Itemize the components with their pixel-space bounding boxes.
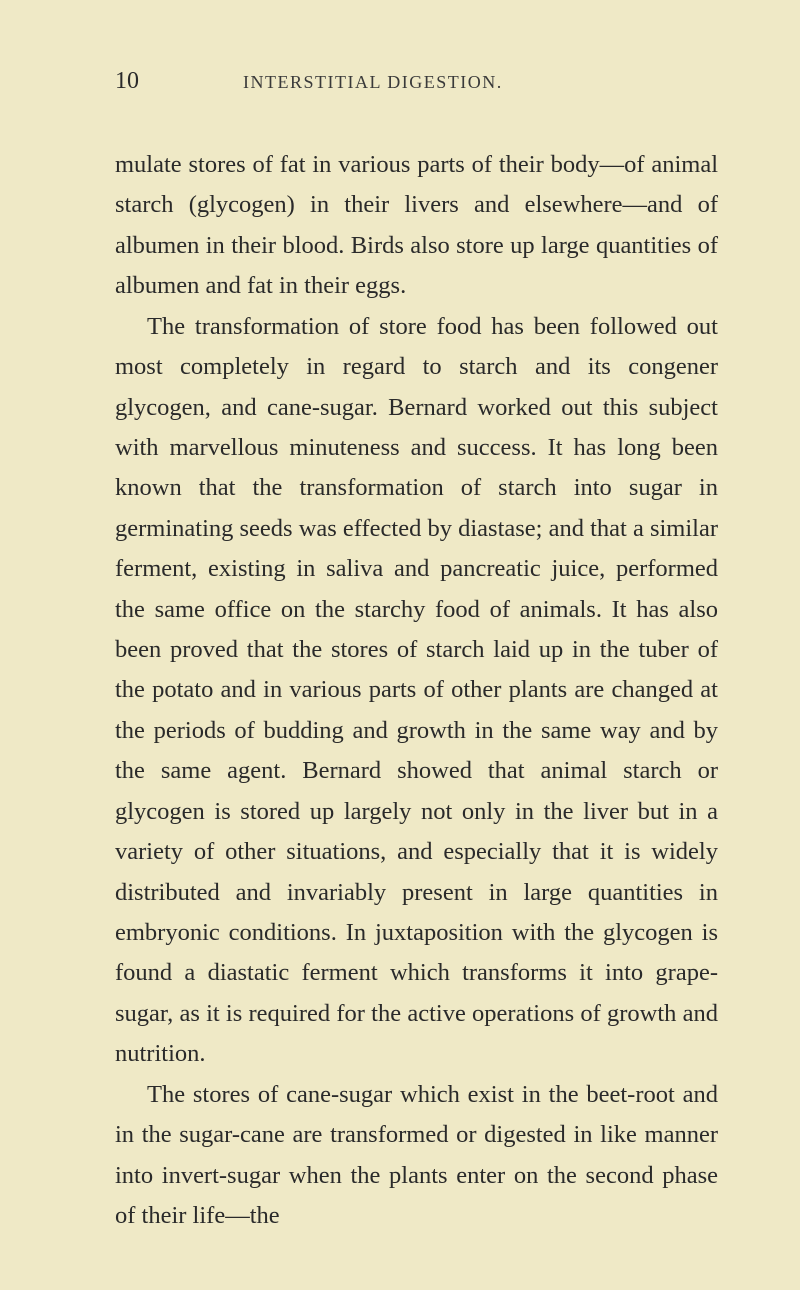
page-number: 10 xyxy=(115,68,243,95)
body-text: mulate stores of fat in various parts of… xyxy=(115,145,718,1236)
paragraph-3: The stores of cane-sugar which exist in … xyxy=(115,1075,718,1237)
paragraph-2: The transformation of store food has bee… xyxy=(115,307,718,1075)
document-page: 10 INTERSTITIAL DIGESTION. mulate stores… xyxy=(0,0,800,1290)
paragraph-1: mulate stores of fat in various parts of… xyxy=(115,145,718,307)
page-header: 10 INTERSTITIAL DIGESTION. xyxy=(115,68,718,95)
running-title: INTERSTITIAL DIGESTION. xyxy=(243,72,503,93)
